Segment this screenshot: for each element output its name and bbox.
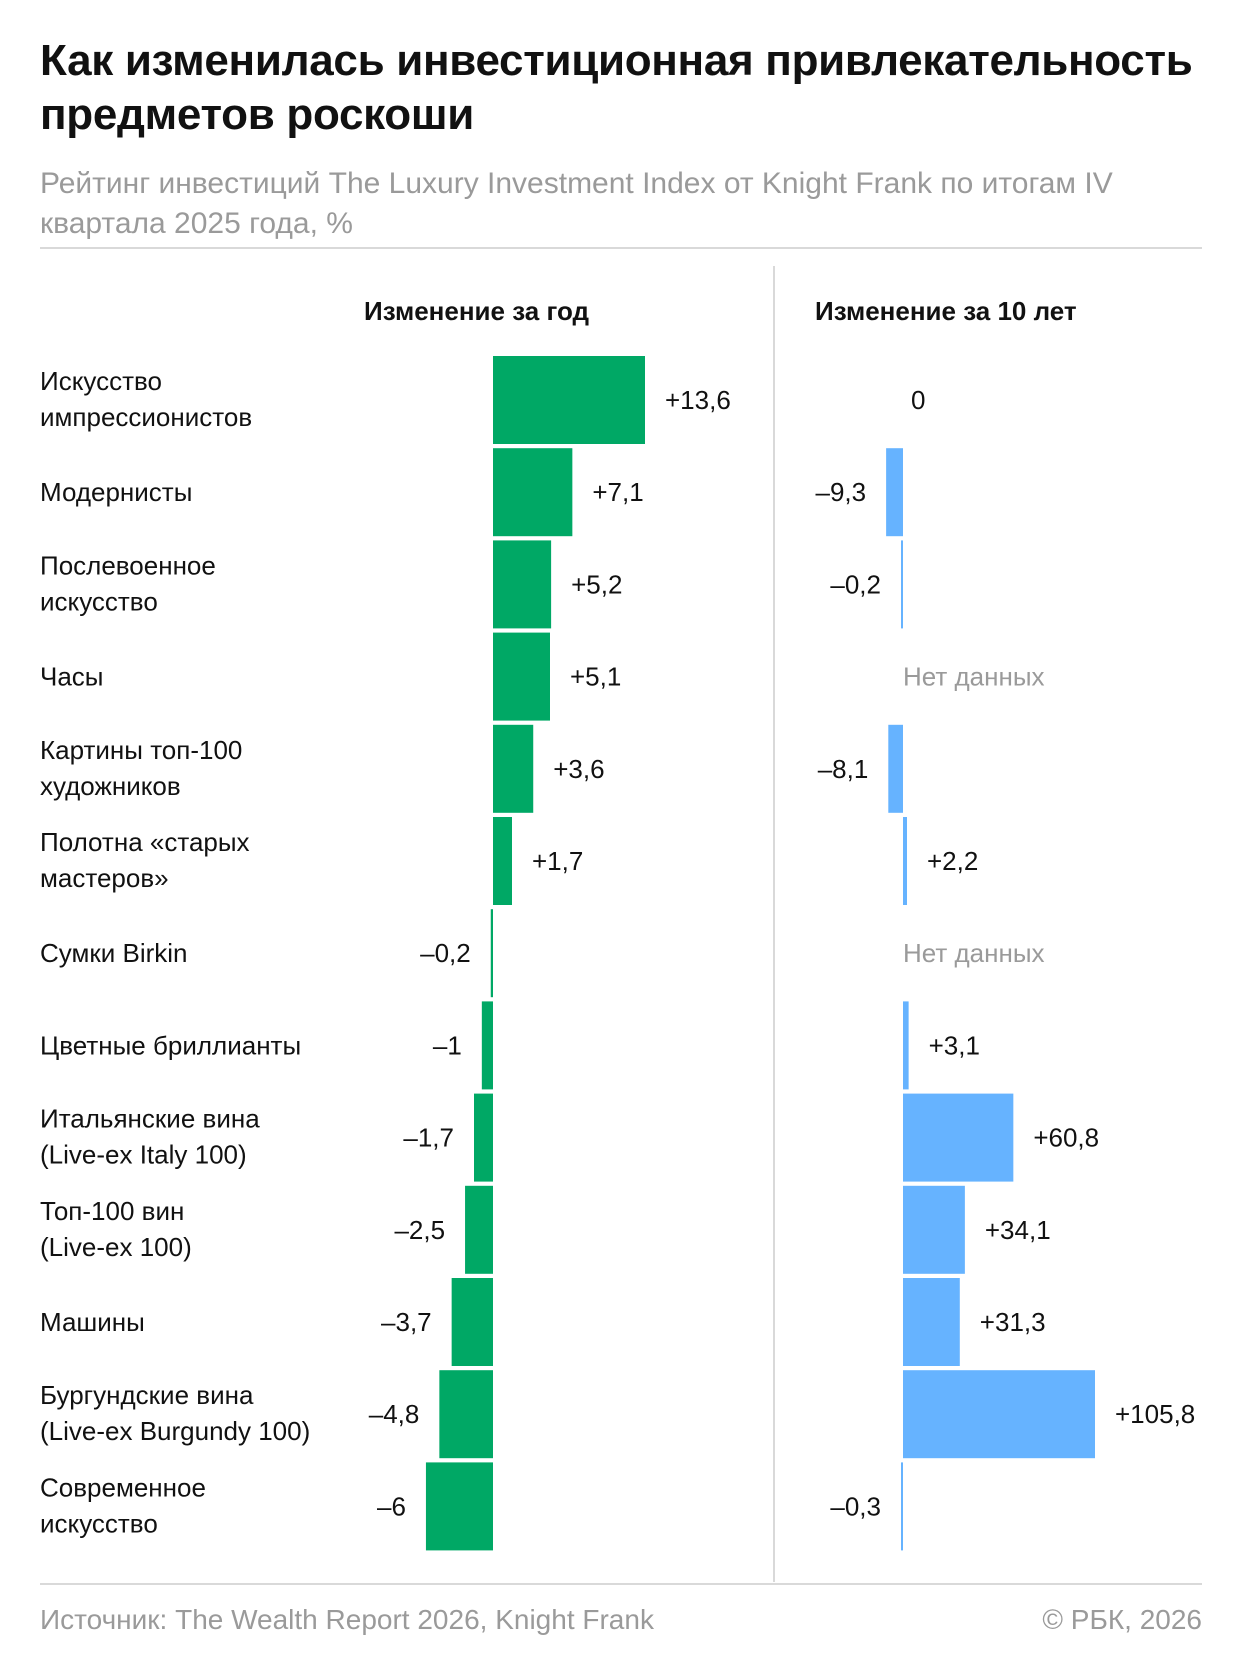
decade-no-data-label: Нет данных	[903, 938, 1045, 968]
category-label: Модернисты	[40, 477, 192, 507]
category-label: Цветные бриллианты	[40, 1030, 301, 1060]
category-label: Сумки Birkin	[40, 938, 188, 968]
source-note: Источник: The Wealth Report 2026, Knight…	[40, 1604, 654, 1635]
decade-bar	[903, 1001, 909, 1090]
category-label: Машины	[40, 1307, 145, 1337]
category-label: Картины топ-100 художников	[40, 735, 242, 801]
category-label: Полотна «старых мастеров»	[40, 827, 250, 893]
top-divider	[40, 247, 1202, 249]
chart-subtitle: Рейтинг инвестиций The Luxury Investment…	[40, 167, 1113, 240]
year-value-label: +5,1	[570, 662, 621, 692]
decade-bar	[901, 540, 903, 629]
decade-value-label: +34,1	[985, 1215, 1051, 1245]
year-bar	[493, 817, 512, 905]
year-value-label: +13,6	[665, 385, 731, 415]
decade-value-label: –8,1	[818, 754, 869, 784]
year-value-label: –3,7	[381, 1307, 432, 1337]
category-label: Послевоенное искусство	[40, 550, 216, 616]
decade-value-label: +31,3	[980, 1307, 1046, 1337]
decade-bar	[903, 1278, 960, 1366]
year-bar	[425, 1462, 493, 1551]
year-value-label: –1,7	[403, 1123, 454, 1153]
decade-value-label: +60,8	[1033, 1123, 1099, 1153]
decade-bar	[903, 1093, 1014, 1182]
year-column-title: Изменение за год	[364, 296, 589, 326]
column-divider	[773, 266, 775, 1582]
decade-value-label: –0,3	[830, 1491, 881, 1521]
year-value-label: –2,5	[394, 1215, 445, 1245]
year-value-label: +1,7	[532, 846, 583, 876]
year-value-label: +7,1	[592, 477, 643, 507]
year-bar	[493, 448, 573, 537]
year-value-label: +5,2	[571, 569, 622, 599]
year-bar	[474, 1093, 493, 1182]
category-label: Топ-100 вин (Live-ex 100)	[40, 1196, 192, 1262]
year-bar	[493, 540, 552, 629]
decade-value-label: +2,2	[927, 846, 978, 876]
year-bar	[493, 356, 645, 444]
category-label: Современное искусство	[40, 1472, 206, 1538]
decade-bar	[886, 448, 903, 537]
decade-no-data-label: Нет данных	[903, 662, 1045, 692]
category-label: Бургундские вина (Live-ex Burgundy 100)	[40, 1380, 310, 1446]
decade-bar	[903, 817, 907, 905]
category-label: Итальянские вина (Live-ex Italy 100)	[40, 1104, 260, 1170]
year-bar	[490, 909, 493, 998]
copyright-note: © РБК, 2026	[1042, 1604, 1202, 1635]
year-bar	[439, 1370, 493, 1459]
chart-title: Как изменилась инвестиционная привлекате…	[40, 36, 1193, 139]
decade-value-label: +3,1	[929, 1030, 980, 1060]
year-value-label: –1	[433, 1030, 462, 1060]
year-value-label: –4,8	[369, 1399, 420, 1429]
year-bar	[493, 724, 534, 813]
year-value-label: –0,2	[420, 938, 471, 968]
year-bar	[493, 632, 550, 721]
decade-bar	[903, 1370, 1095, 1459]
decade-column-title: Изменение за 10 лет	[815, 296, 1077, 326]
bottom-divider	[40, 1583, 1202, 1585]
year-value-label: +3,6	[553, 754, 604, 784]
decade-value-label: –0,2	[830, 569, 881, 599]
decade-bar	[888, 724, 903, 813]
year-value-label: –6	[377, 1491, 406, 1521]
decade-bar	[903, 1185, 965, 1274]
decade-value-label: –9,3	[816, 477, 867, 507]
decade-value-label: 0	[911, 385, 925, 415]
decade-bar	[901, 1462, 903, 1551]
category-label: Часы	[40, 662, 103, 692]
year-bar	[465, 1185, 493, 1274]
year-bar	[481, 1001, 493, 1090]
decade-value-label: +105,8	[1115, 1399, 1195, 1429]
category-label: Искусство импрессионистов	[40, 366, 252, 432]
year-bar	[451, 1278, 493, 1366]
